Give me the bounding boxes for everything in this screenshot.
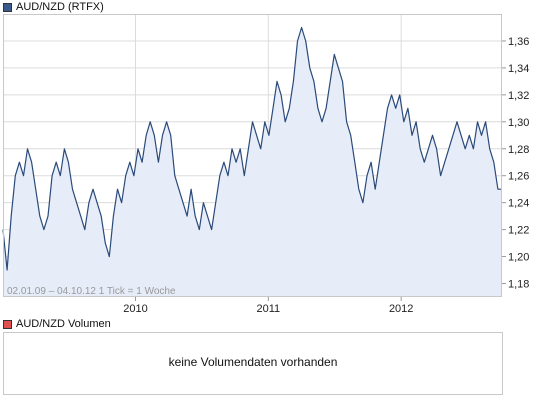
price-legend: AUD/NZD (RTFX) <box>3 1 104 13</box>
y-tick-label: 1,24 <box>508 198 529 210</box>
volume-legend-swatch <box>3 319 12 329</box>
volume-panel: keine Volumendaten vorhanden <box>3 332 503 395</box>
y-tick-label: 1,22 <box>508 225 529 237</box>
y-tick-label: 1,32 <box>508 90 529 102</box>
price-area <box>3 27 502 297</box>
x-tick-label: 2012 <box>389 303 413 315</box>
y-tick-label: 1,36 <box>508 36 529 48</box>
y-tick-label: 1,20 <box>508 252 529 264</box>
price-legend-swatch <box>3 2 12 12</box>
x-tick-label: 2010 <box>123 303 147 315</box>
x-tick-label: 2011 <box>257 303 281 315</box>
price-legend-label: AUD/NZD (RTFX) <box>16 1 104 13</box>
y-tick-label: 1,30 <box>508 117 529 129</box>
date-range-note: 02.01.09 – 04.10.12 1 Tick = 1 Woche <box>7 286 176 297</box>
y-tick-label: 1,18 <box>508 279 529 291</box>
no-volume-message: keine Volumendaten vorhanden <box>168 355 338 369</box>
price-line <box>2 26 502 271</box>
volume-legend-label: AUD/NZD Volumen <box>16 318 111 330</box>
y-tick-label: 1,28 <box>508 144 529 156</box>
y-tick-label: 1,26 <box>508 171 529 183</box>
y-tick-label: 1,34 <box>508 63 529 75</box>
plot-frame <box>3 14 502 297</box>
volume-legend: AUD/NZD Volumen <box>3 318 111 330</box>
